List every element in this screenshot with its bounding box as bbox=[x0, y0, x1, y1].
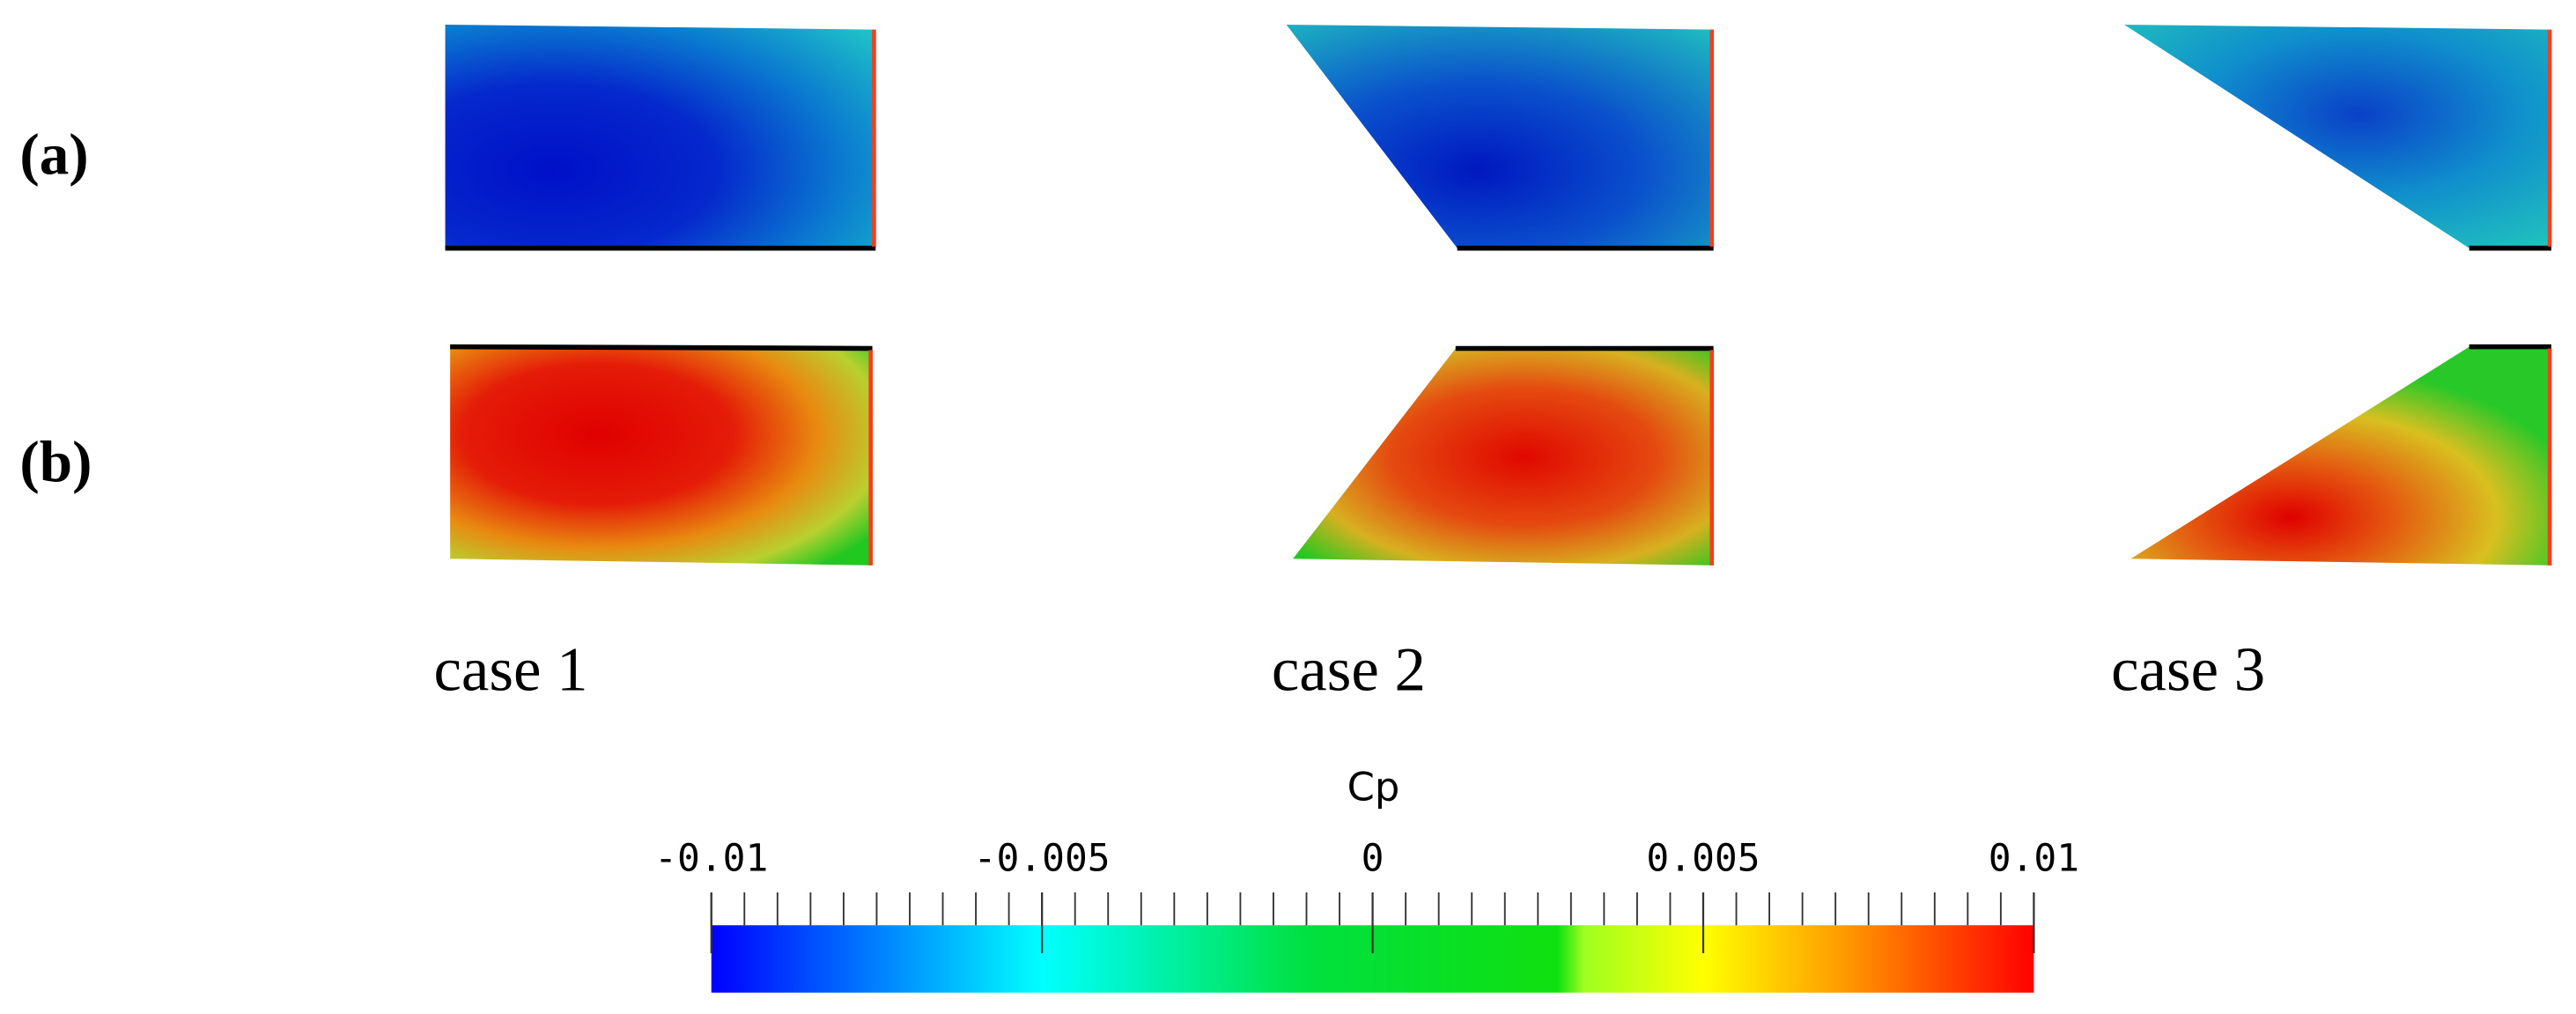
inlet-lines bbox=[868, 29, 2552, 566]
case-label: case 2 bbox=[1272, 635, 1426, 704]
contour-panel bbox=[1286, 24, 1714, 248]
contour-panel bbox=[450, 346, 873, 566]
wall-lines bbox=[445, 245, 2552, 352]
case-label: case 3 bbox=[2111, 635, 2265, 704]
contour-panel bbox=[2124, 24, 2552, 248]
contour-panel bbox=[2130, 346, 2552, 566]
contour-panel bbox=[1293, 348, 1714, 566]
tick-label: 0.005 bbox=[1646, 837, 1760, 881]
row-label: (a) bbox=[19, 122, 88, 188]
tick-label: -0.005 bbox=[974, 837, 1111, 881]
contour-panel bbox=[445, 24, 876, 248]
tick-label: 0 bbox=[1362, 837, 1384, 881]
case-label: case 1 bbox=[433, 635, 587, 704]
tick-label: -0.01 bbox=[654, 837, 768, 881]
tick-label: 0.01 bbox=[1989, 837, 2079, 881]
colorbar-title: Cp bbox=[1347, 763, 1400, 810]
row-label: (b) bbox=[19, 429, 92, 495]
